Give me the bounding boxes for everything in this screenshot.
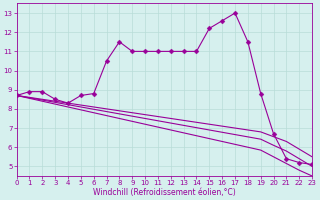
X-axis label: Windchill (Refroidissement éolien,°C): Windchill (Refroidissement éolien,°C) bbox=[93, 188, 236, 197]
